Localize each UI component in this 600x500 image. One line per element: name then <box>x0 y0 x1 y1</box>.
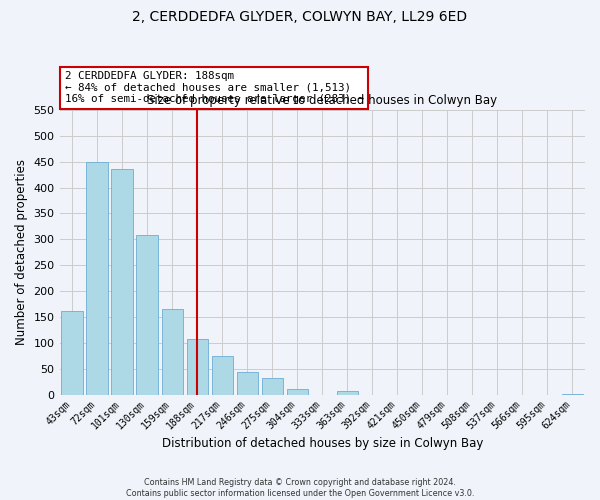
Bar <box>262 378 283 394</box>
Bar <box>236 372 258 394</box>
Bar <box>212 356 233 395</box>
X-axis label: Distribution of detached houses by size in Colwyn Bay: Distribution of detached houses by size … <box>161 437 483 450</box>
Bar <box>287 390 308 394</box>
Bar <box>187 338 208 394</box>
Text: 2 CERDDEDFA GLYDER: 188sqm
← 84% of detached houses are smaller (1,513)
16% of s: 2 CERDDEDFA GLYDER: 188sqm ← 84% of deta… <box>65 71 364 104</box>
Text: Contains HM Land Registry data © Crown copyright and database right 2024.
Contai: Contains HM Land Registry data © Crown c… <box>126 478 474 498</box>
Bar <box>61 310 83 394</box>
Y-axis label: Number of detached properties: Number of detached properties <box>15 159 28 345</box>
Bar <box>161 309 183 394</box>
Bar <box>337 391 358 394</box>
Bar <box>136 235 158 394</box>
Text: 2, CERDDEDFA GLYDER, COLWYN BAY, LL29 6ED: 2, CERDDEDFA GLYDER, COLWYN BAY, LL29 6E… <box>133 10 467 24</box>
Title: Size of property relative to detached houses in Colwyn Bay: Size of property relative to detached ho… <box>147 94 497 108</box>
Bar <box>112 170 133 394</box>
Bar <box>86 162 108 394</box>
